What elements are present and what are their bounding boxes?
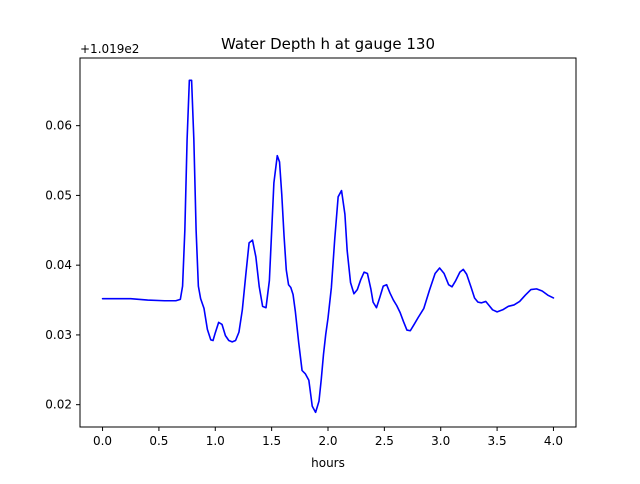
y-axis: 0.02 0.03 0.04 0.05 0.06 bbox=[45, 119, 80, 412]
plot-frame bbox=[79, 57, 577, 428]
x-axis-label: hours bbox=[311, 456, 345, 470]
x-axis: 0.0 0.5 1.0 1.5 2.0 2.5 3.0 3.5 4.0 bbox=[93, 427, 563, 448]
x-tick-label: 3.0 bbox=[431, 434, 450, 448]
x-tick-label: 2.0 bbox=[318, 434, 337, 448]
y-offset-label: +1.019e2 bbox=[80, 42, 139, 56]
x-tick-label: 1.0 bbox=[206, 434, 225, 448]
y-tick-label: 0.06 bbox=[45, 119, 72, 133]
series-line-0 bbox=[101, 79, 555, 414]
y-tick-label: 0.05 bbox=[45, 188, 72, 202]
x-tick-label: 1.5 bbox=[262, 434, 281, 448]
y-tick-label: 0.03 bbox=[45, 328, 72, 342]
x-tick-label: 4.0 bbox=[544, 434, 563, 448]
y-tick-label: 0.02 bbox=[45, 398, 72, 412]
plot-series bbox=[101, 79, 555, 414]
x-tick-label: 3.5 bbox=[488, 434, 507, 448]
chart-title: Water Depth h at gauge 130 bbox=[221, 35, 435, 53]
x-tick-label: 0.0 bbox=[93, 434, 112, 448]
y-tick-label: 0.04 bbox=[45, 258, 72, 272]
x-tick-label: 0.5 bbox=[149, 434, 168, 448]
x-tick-label: 2.5 bbox=[375, 434, 394, 448]
